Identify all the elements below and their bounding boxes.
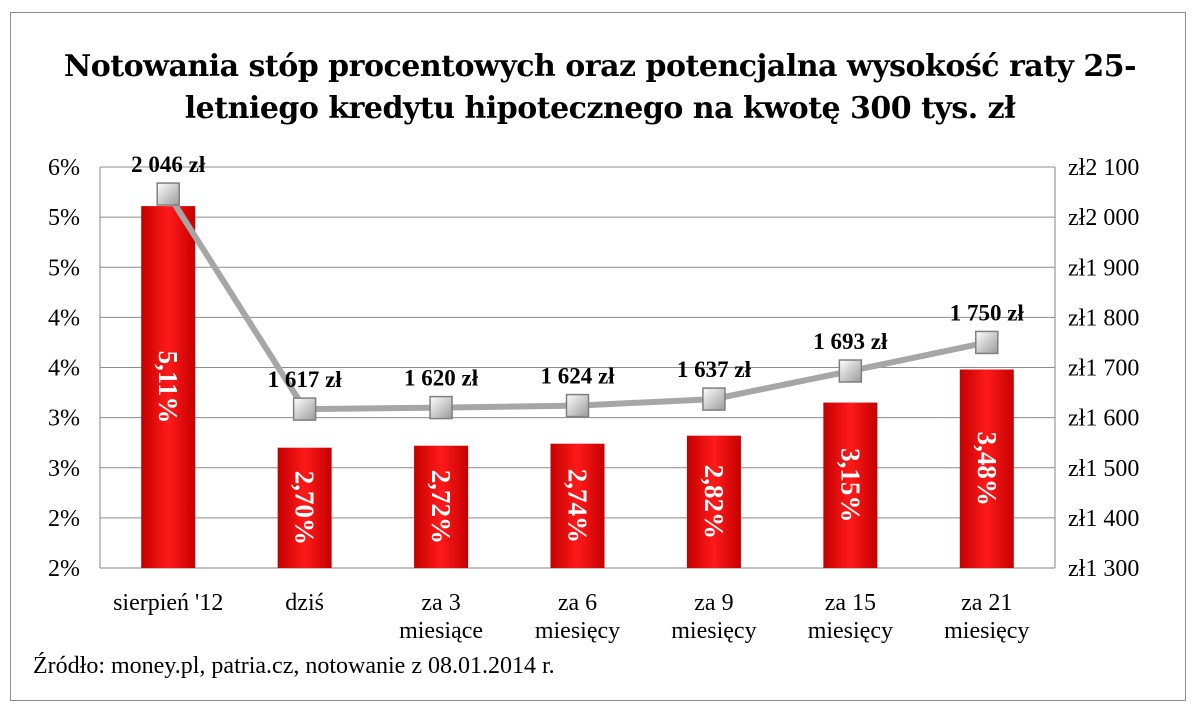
bar-value-label: 3,15%	[835, 448, 865, 522]
y-right-tick-label: zł1 300	[1068, 556, 1139, 582]
line-value-label: 1 750 zł	[950, 300, 1025, 325]
y-right-tick-label: zł1 700	[1068, 356, 1139, 382]
chart-frame	[10, 12, 1186, 701]
y-right-tick-label: zł1 900	[1068, 255, 1139, 281]
line-value-label: 2 046 zł	[131, 152, 206, 177]
x-tick-label: sierpień '12	[113, 590, 223, 616]
y-right-tick-label: zł1 400	[1068, 506, 1139, 532]
line-marker	[429, 395, 453, 420]
y-left-tick-label: 2%	[48, 556, 80, 582]
line-value-label: 1 617 zł	[268, 367, 343, 392]
bar-value-label: 5,11%	[153, 351, 183, 424]
chart-title: Notowania stóp procentowych oraz potencj…	[63, 49, 1137, 126]
line-marker	[702, 387, 726, 411]
bar	[414, 445, 469, 568]
line-marker	[838, 359, 863, 383]
y-right-tick-label: zł2 000	[1068, 205, 1139, 231]
x-tick-label: miesięcy	[944, 618, 1029, 644]
y-left-tick-label: 2%	[48, 506, 80, 532]
bar	[141, 206, 196, 568]
bar	[959, 369, 1014, 568]
bar-value-label: 3,48%	[972, 432, 1002, 506]
line-value-label: 1 693 zł	[813, 329, 888, 354]
line-value-label: 1 637 zł	[677, 357, 752, 382]
bar-value-label: 2,82%	[699, 465, 729, 539]
source-note: Źródło: money.pl, patria.cz, notowanie z…	[33, 653, 555, 679]
y-right-tick-label: zł2 100	[1068, 155, 1139, 181]
bar	[823, 402, 878, 568]
y-left-tick-label: 4%	[48, 356, 80, 382]
bar	[550, 443, 605, 568]
x-tick-label: za 21	[961, 590, 1012, 616]
bar	[686, 435, 741, 568]
y-left-tick-label: 6%	[48, 155, 80, 181]
x-tick-label: za 9	[694, 590, 733, 616]
y-left-tick-label: 3%	[48, 406, 80, 432]
line-marker	[292, 397, 317, 421]
line-value-label: 1 620 zł	[404, 366, 479, 391]
bar-value-label: 2,72%	[426, 470, 456, 544]
y-left-tick-label: 3%	[48, 456, 80, 482]
x-tick-label: miesięcy	[671, 618, 756, 644]
y-right-tick-label: zł1 500	[1068, 456, 1139, 482]
y-left-tick-label: 5%	[48, 205, 80, 231]
line-marker	[975, 330, 999, 355]
bar-value-label: 2,70%	[290, 471, 320, 545]
bar-value-label: 2,74%	[563, 469, 593, 543]
x-tick-label: miesięcy	[808, 618, 893, 644]
x-tick-label: za 6	[558, 590, 597, 616]
bar	[277, 447, 332, 568]
x-tick-label: za 3	[421, 590, 460, 616]
x-tick-label: miesiące	[399, 618, 483, 644]
line-marker	[565, 393, 590, 418]
x-tick-label: za 15	[825, 590, 876, 616]
y-left-tick-label: 4%	[48, 305, 80, 331]
y-right-tick-label: zł1 600	[1068, 406, 1139, 432]
y-right-tick-label: zł1 800	[1068, 305, 1139, 331]
line-marker	[156, 182, 180, 206]
x-tick-label: dziś	[285, 590, 324, 616]
y-left-tick-label: 5%	[48, 255, 80, 281]
line-value-label: 1 624 zł	[540, 364, 615, 389]
x-tick-label: miesięcy	[535, 618, 620, 644]
